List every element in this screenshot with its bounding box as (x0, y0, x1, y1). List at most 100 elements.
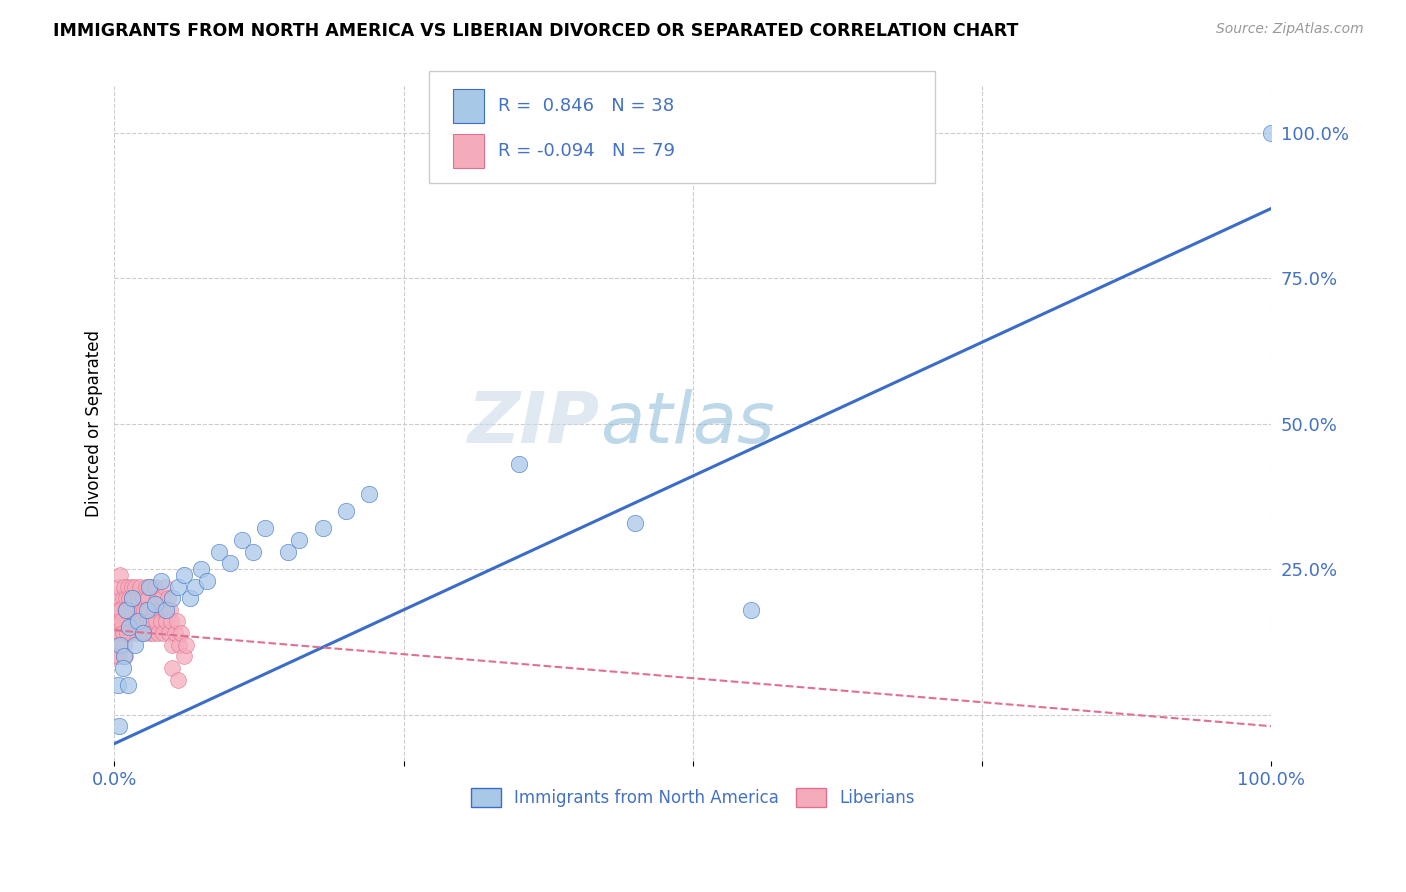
Point (121, 591, 143, 606)
Point (118, 620, 141, 634)
Point (138, 580, 160, 594)
Point (148, 626, 170, 640)
Point (166, 615, 188, 629)
Point (335, 504, 357, 518)
Point (127, 626, 149, 640)
Point (127, 591, 149, 606)
Point (142, 626, 165, 640)
Point (136, 591, 159, 606)
Point (124, 603, 146, 617)
Point (159, 603, 181, 617)
Point (149, 574, 172, 588)
Point (112, 580, 135, 594)
Point (108, 568, 131, 582)
Point (104, 626, 127, 640)
Point (111, 626, 134, 640)
Point (115, 603, 138, 617)
Point (108, 603, 131, 617)
Point (145, 615, 167, 629)
Point (357, 486, 380, 500)
Point (114, 649, 136, 664)
Point (253, 521, 276, 535)
Point (121, 626, 143, 640)
Point (131, 603, 153, 617)
Point (157, 626, 180, 640)
Point (162, 591, 184, 606)
Point (115, 603, 138, 617)
Point (1260, 126, 1282, 140)
Point (184, 580, 207, 594)
Point (108, 719, 131, 733)
Point (148, 603, 170, 617)
Point (195, 574, 218, 588)
Point (134, 603, 156, 617)
Point (143, 580, 166, 594)
Point (124, 638, 146, 652)
Point (150, 591, 173, 606)
Point (112, 649, 135, 664)
Point (508, 458, 530, 472)
Point (155, 603, 177, 617)
Point (111, 591, 134, 606)
Point (125, 615, 148, 629)
Point (129, 615, 152, 629)
Point (167, 638, 190, 652)
Point (179, 591, 201, 606)
Point (135, 603, 157, 617)
Point (115, 603, 138, 617)
Point (107, 678, 129, 692)
Point (122, 615, 145, 629)
Point (740, 603, 762, 617)
Legend: Immigrants from North America, Liberians: Immigrants from North America, Liberians (464, 780, 921, 814)
Point (138, 626, 160, 640)
Point (120, 603, 142, 617)
Point (111, 661, 134, 675)
Point (311, 521, 333, 535)
Point (219, 557, 242, 571)
Text: ZIP: ZIP (468, 389, 600, 458)
Point (156, 591, 179, 606)
Text: R = -0.094   N = 79: R = -0.094 N = 79 (498, 142, 675, 160)
Point (115, 626, 138, 640)
Point (110, 615, 132, 629)
Point (122, 591, 145, 606)
Point (153, 603, 176, 617)
Point (105, 638, 128, 652)
Point (124, 580, 146, 594)
Point (207, 544, 229, 558)
Point (115, 591, 138, 606)
Point (149, 615, 172, 629)
Point (152, 626, 174, 640)
Point (288, 533, 311, 547)
Point (128, 603, 150, 617)
Point (135, 615, 157, 629)
Text: atlas: atlas (600, 389, 775, 458)
Point (173, 568, 195, 582)
Point (155, 580, 177, 594)
Point (104, 649, 127, 664)
Point (170, 626, 193, 640)
Point (132, 626, 155, 640)
Point (155, 615, 177, 629)
Point (242, 544, 264, 558)
Point (190, 562, 212, 576)
Point (167, 580, 190, 594)
Point (163, 626, 186, 640)
Y-axis label: Divorced or Separated: Divorced or Separated (86, 330, 103, 517)
Point (160, 615, 183, 629)
Point (135, 580, 157, 594)
Point (174, 638, 197, 652)
Point (107, 603, 129, 617)
Point (128, 580, 150, 594)
Text: Source: ZipAtlas.com: Source: ZipAtlas.com (1216, 22, 1364, 37)
Point (114, 603, 136, 617)
Point (117, 678, 139, 692)
Point (108, 649, 131, 664)
Point (118, 591, 141, 606)
Point (108, 638, 131, 652)
Point (624, 516, 647, 530)
Point (117, 615, 139, 629)
Point (110, 603, 132, 617)
Point (111, 626, 134, 640)
Point (138, 603, 160, 617)
